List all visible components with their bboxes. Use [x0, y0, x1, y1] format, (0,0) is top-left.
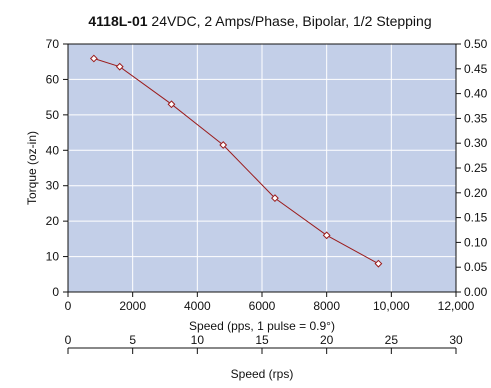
x2-tick-label: 5	[129, 333, 136, 347]
tick-labels: 0 2000 4000 6000 8000 10,000 12,000 0 10 20 30 40 50…	[46, 37, 488, 313]
y2-tick-label: 0.50	[464, 37, 488, 51]
y-axis-title: Torque (oz-in)	[25, 131, 39, 205]
y2-tick-label: 0.45	[464, 62, 488, 76]
y-tick-label: 0	[52, 285, 59, 299]
y-tick-label: 60	[46, 72, 60, 86]
data-point	[115, 62, 124, 71]
x-tick-label: 12,000	[438, 299, 475, 313]
x-tick-label: 2000	[119, 299, 146, 313]
x2-tick-label: 15	[255, 333, 269, 347]
x2-axis-title: Speed (rps)	[231, 367, 294, 381]
x-tick-label: 4000	[184, 299, 211, 313]
y-tick-label: 70	[46, 37, 60, 51]
y-tick-label: 30	[46, 179, 60, 193]
y2-tick-label: 0.20	[464, 186, 488, 200]
y-tick-label: 10	[46, 250, 60, 264]
x-tick-label: 6000	[249, 299, 276, 313]
data-point	[271, 194, 279, 203]
x-tick-label: 0	[65, 299, 72, 313]
chart-title: 4118L-01 24VDC, 2 Amps/Phase, Bipolar, 1…	[88, 13, 431, 29]
x2-tick-label: 10	[191, 333, 205, 347]
axes	[63, 43, 461, 297]
data-point	[167, 100, 176, 109]
x-tick-label: 10,000	[373, 299, 410, 313]
y2-tick-label: 0.35	[464, 111, 488, 125]
y-tick-label: 40	[46, 143, 60, 157]
y2-tick-label: 0.30	[464, 136, 488, 150]
rps-axis: 0 5 10 15 20 25 30	[65, 333, 463, 354]
x-tick-label: 8000	[313, 299, 340, 313]
data-point	[219, 141, 228, 149]
y2-tick-label: 0.15	[464, 211, 488, 225]
series-torque	[89, 54, 383, 268]
y2-tick-label: 0.40	[464, 87, 488, 101]
y2-tick-label: 0.10	[464, 235, 488, 249]
y2-tick-label: 0.05	[464, 260, 488, 274]
data-point	[89, 54, 98, 63]
y-tick-label: 20	[46, 214, 60, 228]
x2-tick-label: 0	[65, 333, 72, 347]
y2-tick-label: 0.00	[464, 285, 488, 299]
data-point	[322, 231, 331, 240]
data-point	[374, 259, 383, 268]
x-axis-title: Speed (pps, 1 pulse = 0.9°)	[189, 319, 335, 333]
x2-tick-label: 25	[385, 333, 399, 347]
y2-tick-label: 0.25	[464, 161, 488, 175]
plot-frame	[67, 43, 457, 293]
chart-title-spec: 24VDC, 2 Amps/Phase, Bipolar, 1/2 Steppi…	[148, 13, 432, 29]
y-tick-label: 50	[46, 108, 60, 122]
x2-tick-label: 20	[320, 333, 334, 347]
x2-tick-label: 30	[449, 333, 463, 347]
chart-title-model: 4118L-01	[88, 13, 147, 29]
